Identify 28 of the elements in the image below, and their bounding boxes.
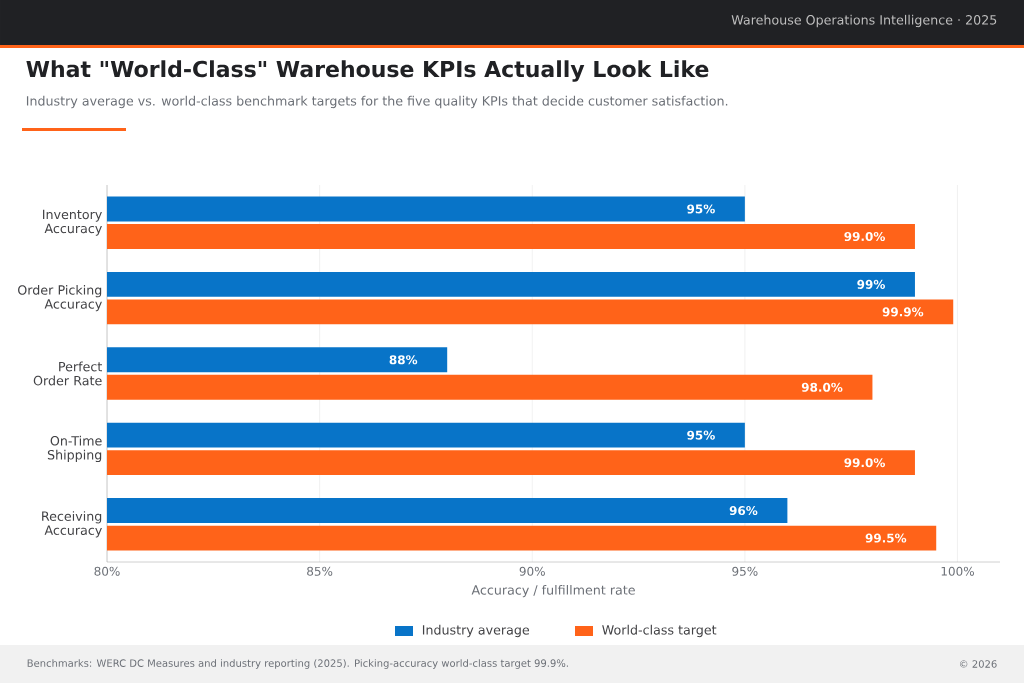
text: Warehouse Operations Intelligence · 2025 [731,14,997,28]
data-label: 96% [729,506,758,516]
data-label: 99.9% [882,307,924,317]
legend-label: Industry average [422,624,530,638]
x-tick-label: 100% [941,566,974,576]
data-label: 99.0% [844,231,885,241]
data-label: 98.0% [801,382,843,392]
chart-subtitle: Industry average vs. world-class benchmark targets for the five quality KPIs that decide customer satisfaction. [26,95,728,109]
data-label: 99.0% [844,458,885,468]
y-tick-label: Inventory Accuracy [43,209,102,236]
data-label: 99% [857,279,885,289]
data-label: 95% [687,430,715,440]
x-axis-title: Accuracy / fulfillment rate [471,584,635,598]
y-tick-label: On-Time Shipping [47,435,102,463]
y-tick-label: Perfect Order Rate [33,361,102,386]
legend-label: World-class target [602,624,717,638]
y-tick-label: Receiving Accuracy [42,511,102,538]
text: © 2026 [960,660,997,668]
data-label: 99.5% [865,533,907,543]
data-label: 95% [687,204,715,214]
data-label: 88% [389,355,418,365]
x-tick-label: 90% [519,566,545,576]
y-tick-label: Order Picking Accuracy [18,284,102,312]
x-tick-label: 95% [732,566,758,576]
x-tick-label: 85% [307,566,333,576]
chart-title: What "World-Class" Warehouse KPIs Actually Look Like [26,60,709,82]
x-tick-label: 80% [94,566,120,576]
text: Benchmarks: WERC DC Measures and industry reporting (2025). Picking-accuracy world-class target 99.9%. [27,659,568,669]
